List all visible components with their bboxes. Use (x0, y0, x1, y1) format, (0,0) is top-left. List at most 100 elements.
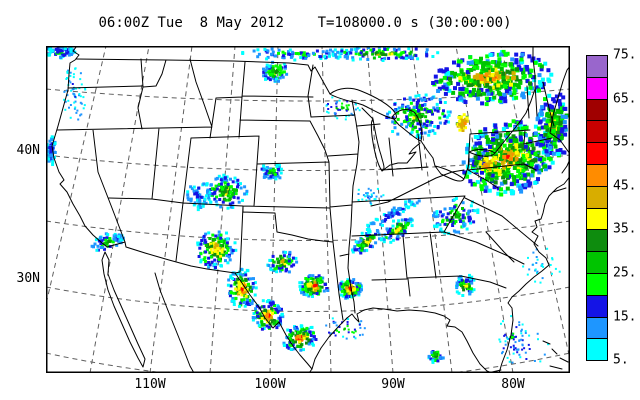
maine-edge-echo (544, 149, 549, 154)
maine-edge-echo (543, 97, 547, 102)
new-mexico-north-echo (208, 263, 212, 267)
lakes-michigan-huron-echo (442, 109, 445, 113)
northeast-shield-echo (543, 167, 548, 172)
midwest-specks-echo (357, 199, 360, 201)
georgia-echo (470, 281, 474, 285)
dakota-blob-echo (272, 74, 275, 78)
oklahoma-echo (284, 250, 288, 254)
quebec-ontario-shield-echo (502, 81, 507, 86)
montana-border-echo (277, 51, 280, 55)
northeast-shield-echo (523, 176, 528, 181)
se-offshore-specks-echo (534, 280, 537, 283)
socal-nevada-echo (99, 246, 103, 249)
northeast-shield-echo (484, 185, 489, 190)
quebec-ontario-shield-echo (491, 77, 496, 82)
wv-va-trail-echo (458, 213, 462, 217)
georgia-echo (465, 284, 469, 288)
quebec-ontario-shield-echo (527, 54, 532, 59)
socal-nevada-echo (95, 248, 99, 252)
new-mexico-north-echo (204, 240, 208, 244)
tennessee-streak-echo (385, 227, 389, 231)
tennessee-streak-echo (382, 240, 386, 244)
lakes-michigan-huron-echo (424, 125, 428, 129)
wa-or-coast-echo (63, 90, 66, 93)
new-mexico-south-echo (242, 291, 246, 295)
louisiana-echo (356, 288, 360, 292)
oklahoma-echo (287, 255, 291, 259)
quebec-ontario-shield-echo (466, 75, 471, 80)
north-border-streak-echo (402, 56, 406, 60)
wa-or-coast-echo (75, 87, 78, 90)
quebec-ontario-shield-echo (473, 80, 478, 85)
lakes-michigan-huron-echo (414, 115, 417, 119)
wa-or-coast-echo (78, 93, 81, 95)
maine-edge-echo (558, 115, 562, 120)
dakota-blob-echo (264, 72, 268, 76)
north-border-streak-echo (378, 55, 382, 58)
oklahoma-echo (272, 260, 276, 264)
lake-erie-core-echo (464, 119, 468, 123)
new-mexico-north-echo (219, 236, 223, 240)
se-offshore-specks-echo (539, 281, 542, 284)
oklahoma-echo (271, 258, 274, 262)
dakota-blob-echo (262, 67, 265, 71)
colorbar-swatch (586, 142, 608, 165)
northeast-shield-echo (511, 119, 516, 124)
se-offshore-specks-echo (541, 264, 544, 267)
quebec-ontario-shield-echo (444, 86, 449, 91)
lakes-michigan-huron-echo (438, 121, 442, 125)
dakota-blob-echo (276, 76, 280, 80)
northeast-shield-echo (498, 142, 503, 147)
northeast-shield-echo (506, 170, 511, 175)
colorado-echo (232, 191, 236, 195)
midwest-specks-echo (376, 187, 379, 190)
northeast-shield-echo (484, 135, 489, 140)
wv-va-trail-echo (433, 211, 437, 215)
wa-or-coast-echo (68, 79, 71, 82)
central-texas-echo (309, 277, 313, 280)
west-texas-echo (262, 327, 266, 330)
montana-border-echo (290, 50, 294, 54)
maine-edge-echo (545, 127, 550, 132)
north-border-streak-echo (400, 55, 404, 59)
pennsylvania-core-echo (488, 162, 491, 166)
se-offshore-specks-echo (532, 251, 535, 254)
pacific-coastline (51, 46, 108, 248)
new-mexico-north-echo (202, 234, 206, 238)
texas-coastal-bend-echo (291, 338, 295, 342)
gulf-offshore-specks-echo (352, 331, 355, 334)
colorado-west-fringe-echo (196, 205, 200, 209)
lakes-michigan-huron-echo (407, 122, 411, 126)
lakes-michigan-huron-echo (438, 116, 442, 120)
northeast-shield-echo (533, 158, 537, 163)
quebec-ontario-shield-echo (458, 59, 463, 64)
midwest-specks-echo (380, 195, 383, 198)
north-border-streak-echo (376, 52, 380, 56)
quebec-ontario-shield-echo (479, 79, 484, 84)
oklahoma-echo (269, 268, 273, 272)
socal-nevada-echo (119, 238, 123, 242)
oklahoma-echo (290, 259, 294, 263)
colorado-echo (237, 200, 241, 204)
gulf-offshore-specks-echo (338, 331, 340, 334)
quebec-ontario-shield-echo (510, 57, 515, 62)
gulf-offshore-specks-echo (360, 320, 363, 323)
quebec-ontario-shield-echo (520, 59, 525, 64)
new-mexico-south-echo (244, 277, 248, 281)
quebec-ontario-shield-echo (459, 96, 464, 101)
northeast-shield-echo (472, 144, 477, 149)
colorado-echo (243, 185, 247, 189)
tennessee-streak-echo (403, 229, 406, 233)
texas-coastal-bend-echo (311, 337, 315, 341)
georgia-echo (472, 278, 476, 282)
louisiana-echo (344, 296, 348, 300)
lakes-michigan-huron-echo (393, 126, 397, 130)
bahamas-specks-echo (509, 346, 512, 349)
gulf-coastline (311, 307, 493, 373)
gulf-offshore-specks-echo (345, 337, 348, 340)
arkansas-streak-echo (369, 244, 373, 248)
tennessee-streak-echo (386, 231, 390, 235)
lakes-michigan-huron-echo (423, 108, 427, 112)
ohio-valley-streak-echo (383, 219, 387, 223)
central-texas-echo (311, 274, 315, 278)
